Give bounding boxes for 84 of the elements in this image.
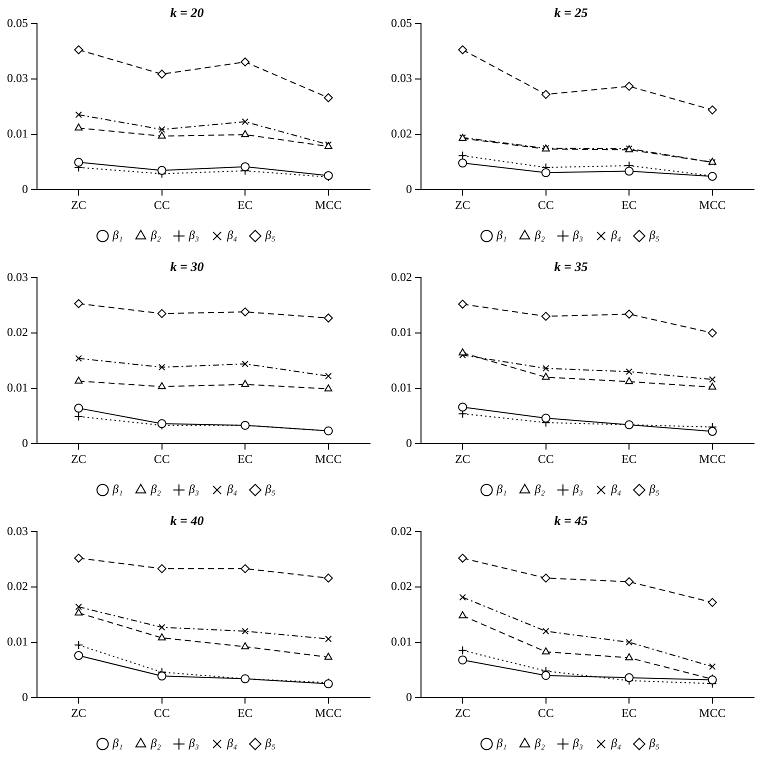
x-tick-label: CC [538, 706, 554, 720]
y-tick-label: 0 [22, 436, 28, 450]
legend-label: β₁ [496, 736, 507, 750]
legend-label: β₅ [648, 736, 660, 750]
legend-label: β₂ [150, 228, 161, 242]
legend-label: β₂ [150, 482, 161, 496]
legend-label: β₃ [572, 482, 584, 496]
y-tick-label: 0 [22, 182, 28, 196]
y-tick-label: 0.03 [391, 71, 412, 86]
legend-label: β₅ [264, 228, 276, 242]
y-tick-label: 0.02 [7, 579, 28, 594]
y-tick-label: 0.05 [391, 16, 412, 30]
y-tick-label: 0.02 [391, 126, 412, 140]
x-tick-label: CC [538, 452, 554, 466]
x-tick-label: CC [154, 198, 170, 212]
legend-label: β₁ [496, 482, 507, 496]
x-tick-label: ZC [454, 706, 470, 720]
y-tick-label: 0.01 [391, 325, 412, 340]
chart-title: k = 20 [170, 5, 204, 20]
legend-label: β₂ [534, 228, 545, 242]
legend-label: β₁ [496, 228, 507, 242]
x-tick-label: EC [621, 452, 637, 466]
x-tick-label: CC [154, 706, 170, 720]
x-tick-label: CC [154, 452, 170, 466]
legend-label: β₁ [112, 228, 123, 242]
legend-label: β₅ [648, 228, 660, 242]
x-tick-label: ZC [454, 198, 470, 212]
legend-label: β₃ [572, 228, 584, 242]
legend-label: β₄ [226, 736, 238, 750]
legend-label: β₅ [648, 482, 660, 496]
x-tick-label: EC [621, 706, 637, 720]
x-tick-label: ZC [70, 198, 86, 212]
y-tick-label: 0.01 [7, 126, 28, 140]
legend-label: β₃ [572, 736, 584, 750]
x-tick-label: MCC [699, 198, 726, 212]
legend-label: β₂ [534, 482, 545, 496]
chart-title: k = 35 [554, 259, 588, 274]
y-tick-label: 0 [22, 690, 28, 704]
y-tick-label: 0.02 [391, 270, 412, 284]
legend-label: β₁ [112, 482, 123, 496]
legend-label: β₄ [610, 228, 622, 242]
x-tick-label: MCC [315, 452, 342, 466]
y-tick-label: 0.02 [391, 524, 412, 538]
legend-label: β₄ [226, 482, 238, 496]
x-tick-label: CC [538, 198, 554, 212]
y-tick-label: 0.01 [7, 380, 28, 394]
y-tick-label: 0 [406, 690, 412, 704]
y-tick-label: 0 [406, 182, 412, 196]
y-tick-label: 0.01 [391, 380, 412, 394]
y-tick-label: 0.05 [7, 16, 28, 30]
legend-label: β₃ [188, 228, 200, 242]
chart-title: k = 30 [170, 259, 204, 274]
chart-title: k = 45 [554, 513, 588, 528]
legend-label: β₃ [188, 482, 200, 496]
x-tick-label: EC [237, 452, 253, 466]
legend-label: β₂ [150, 736, 161, 750]
x-tick-label: MCC [315, 706, 342, 720]
x-tick-label: EC [621, 198, 637, 212]
legend-label: β₅ [264, 482, 276, 496]
x-tick-label: ZC [454, 452, 470, 466]
x-tick-label: ZC [70, 706, 86, 720]
legend-label: β₁ [112, 736, 123, 750]
legend-label: β₄ [610, 736, 622, 750]
x-tick-label: MCC [315, 198, 342, 212]
y-tick-label: 0.01 [7, 634, 28, 648]
y-tick-label: 0 [406, 436, 412, 450]
legend-label: β₄ [226, 228, 238, 242]
x-tick-label: MCC [699, 706, 726, 720]
chart-title: k = 40 [170, 513, 204, 528]
x-tick-label: EC [237, 198, 253, 212]
x-tick-label: EC [237, 706, 253, 720]
legend-label: β₂ [534, 736, 545, 750]
y-tick-label: 0.03 [7, 71, 28, 86]
y-tick-label: 0.01 [391, 634, 412, 648]
x-tick-label: MCC [699, 452, 726, 466]
y-tick-label: 0.02 [391, 579, 412, 594]
y-tick-label: 0.03 [7, 270, 28, 284]
legend-label: β₅ [264, 736, 276, 750]
x-tick-label: ZC [70, 452, 86, 466]
legend-label: β₃ [188, 736, 200, 750]
y-tick-label: 0.02 [7, 325, 28, 340]
legend-label: β₄ [610, 482, 622, 496]
chart-title: k = 25 [554, 5, 588, 20]
y-tick-label: 0.03 [7, 524, 28, 538]
